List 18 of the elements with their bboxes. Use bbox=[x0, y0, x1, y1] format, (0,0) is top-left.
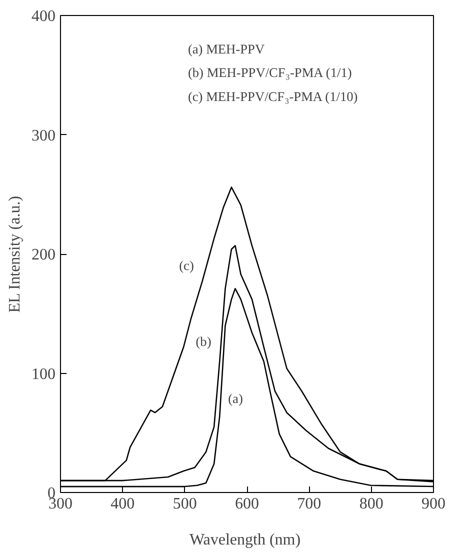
annotation: (a) MEH-PPV bbox=[188, 41, 265, 56]
annotation: (b) bbox=[196, 334, 212, 349]
y-tick-label: 100 bbox=[32, 366, 56, 383]
annotation: (c) bbox=[179, 258, 194, 273]
y-tick-label: 300 bbox=[32, 127, 56, 144]
x-tick-label: 700 bbox=[297, 496, 322, 512]
x-axis-title: Wavelength (nm) bbox=[189, 532, 301, 548]
x-tick-label: 500 bbox=[172, 496, 197, 512]
x-tick-label: 600 bbox=[235, 496, 259, 512]
annotation: (c) MEH-PPV/CF₃-PMA (1/10) bbox=[188, 89, 358, 104]
y-tick-label: 400 bbox=[32, 8, 56, 25]
y-tick-label: 200 bbox=[32, 246, 56, 264]
x-tick-label: 800 bbox=[359, 496, 384, 512]
annotation: (a) bbox=[228, 391, 243, 406]
annotation: (b) MEH-PPV/CF₃-PMA (1/1) bbox=[188, 65, 352, 80]
x-tick-label: 900 bbox=[422, 496, 446, 512]
y-axis-title: EL Intensity (a.u.) bbox=[6, 196, 24, 313]
x-tick-label: 400 bbox=[110, 496, 135, 512]
